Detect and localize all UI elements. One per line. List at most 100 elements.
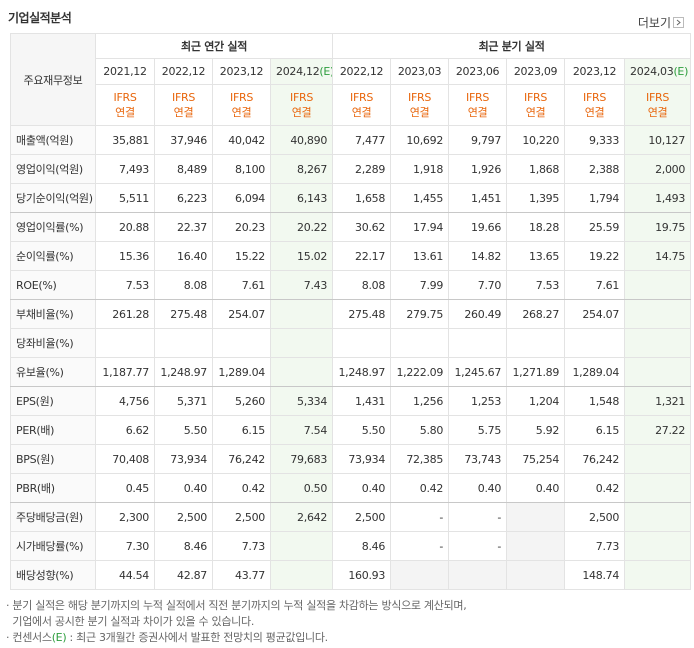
value-cell [624, 473, 692, 503]
value-cell: 148.74 [564, 560, 626, 590]
value-cell: 1,248.97 [332, 357, 392, 387]
value-cell: 0.40 [448, 473, 508, 503]
value-cell: 1,245.67 [448, 357, 508, 387]
value-cell: 1,256 [390, 386, 450, 416]
value-cell: 2,500 [154, 502, 213, 532]
row-label: 당좌비율(%) [10, 328, 96, 358]
standard: IFRS [350, 91, 374, 104]
basis: 연결 [647, 106, 668, 119]
value-cell [624, 531, 692, 561]
row-label: EPS(원) [10, 386, 96, 416]
data-row: PBR(배) 0.45 0.40 0.42 0.50 0.40 0.42 0.40 0.40 0.… [10, 473, 692, 503]
value-cell: 1,222.09 [390, 357, 450, 387]
more-link[interactable]: 더보기 [638, 14, 684, 31]
value-cell [95, 328, 155, 358]
value-cell [624, 357, 692, 387]
value-cell: 5,260 [212, 386, 271, 416]
financial-table: 주요재무정보 최근 연간 실적 최근 분기 실적 2021,12 2022,12 2023… [10, 33, 692, 590]
period: 2024,12 [276, 65, 320, 78]
value-cell: 8.46 [154, 531, 213, 561]
standard: IFRS [466, 91, 490, 104]
corner-cell: 주요재무정보 [10, 33, 96, 126]
value-cell: 16.40 [154, 241, 213, 271]
value-cell: 275.48 [332, 299, 392, 329]
value-cell [624, 299, 692, 329]
group-header: 최근 분기 실적 [332, 33, 692, 59]
data-row: 매출액(억원) 35,881 37,946 40,042 40,890 7,477 10,6… [10, 125, 692, 155]
value-cell [269, 357, 334, 387]
period-cell: 2023,12 [564, 58, 626, 85]
value-cell: 7.53 [506, 270, 566, 300]
standard-cell: IFRS 연결 [506, 84, 566, 126]
standard-cell: IFRS 연결 [564, 84, 626, 126]
value-cell: 0.40 [154, 473, 213, 503]
data-row: 당좌비율(%) [10, 328, 692, 358]
value-cell: 1,431 [332, 386, 392, 416]
standard-cell: IFRS 연결 [448, 84, 508, 126]
value-cell: 8.08 [332, 270, 392, 300]
value-cell: 6.15 [564, 415, 626, 445]
value-cell: 9,333 [564, 125, 626, 155]
value-cell [564, 328, 626, 358]
notes: · 분기 실적은 해당 분기까지의 누적 실적에서 직전 분기까지의 누적 실적… [6, 598, 467, 646]
value-cell [269, 531, 334, 561]
value-cell [269, 299, 334, 329]
value-cell: 0.42 [564, 473, 626, 503]
value-cell: 19.75 [624, 212, 692, 242]
value-cell [154, 328, 213, 358]
value-cell: 15.36 [95, 241, 155, 271]
value-cell: 1,271.89 [506, 357, 566, 387]
value-cell: 73,743 [448, 444, 508, 474]
value-cell [506, 328, 566, 358]
standard-cell: IFRS 연결 [269, 84, 334, 126]
value-cell [332, 328, 392, 358]
value-cell: 20.88 [95, 212, 155, 242]
period: 2023,12 [572, 65, 617, 78]
estimate-mark: (E) [673, 65, 689, 78]
value-cell: 42.87 [154, 560, 213, 590]
value-cell [212, 328, 271, 358]
value-cell [624, 328, 692, 358]
value-cell [269, 560, 334, 590]
section-title: 기업실적분석 [8, 11, 72, 25]
bullet: · [6, 631, 13, 644]
period-cell: 2023,12 [212, 58, 271, 85]
value-cell: 13.61 [390, 241, 450, 271]
standard: IFRS [113, 91, 137, 104]
data-row: 영업이익률(%) 20.88 22.37 20.23 20.22 30.62 17.94 19… [10, 212, 692, 242]
row-label: PBR(배) [10, 473, 96, 503]
value-cell: 2,500 [564, 502, 626, 532]
value-cell: 79,683 [269, 444, 334, 474]
data-row: 영업이익(억원) 7,493 8,489 8,100 8,267 2,289 1,918 1,… [10, 154, 692, 184]
row-label: PER(배) [10, 415, 96, 445]
row-label: ROE(%) [10, 270, 96, 300]
period-cell: 2023,09 [506, 58, 566, 85]
more-text[interactable]: 더보기 [637, 16, 671, 30]
data-row: 유보율(%) 1,187.77 1,248.97 1,289.04 1,248.97 1,… [10, 357, 692, 387]
value-cell: 15.02 [269, 241, 334, 271]
row-label: 부채비율(%) [10, 299, 96, 329]
period-cell: 2024,12(E) [269, 58, 334, 85]
period-cell: 2023,03 [390, 58, 450, 85]
data-row: 주당배당금(원) 2,300 2,500 2,500 2,642 2,500- -2,500 [10, 502, 692, 532]
value-cell: 1,926 [448, 154, 508, 184]
basis: 연결 [409, 106, 430, 119]
note: 기업에서 공시한 분기 실적과 차이가 있을 수 있습니다. [6, 614, 466, 630]
value-cell: 10,692 [390, 125, 450, 155]
data-row: EPS(원) 4,756 5,371 5,260 5,334 1,431 1,256 1,25… [10, 386, 692, 416]
value-cell: 1,493 [624, 183, 692, 213]
value-cell: 5,371 [154, 386, 213, 416]
note-mark: (E) [51, 631, 67, 644]
value-cell: 7,493 [95, 154, 155, 184]
value-cell: - [390, 502, 450, 532]
value-cell: 7.54 [269, 415, 334, 445]
value-cell: 6,223 [154, 183, 213, 213]
period: 2021,12 [103, 65, 147, 78]
value-cell: 1,395 [506, 183, 566, 213]
more-icon[interactable] [673, 17, 684, 28]
data-row: BPS(원) 70,408 73,934 76,242 79,683 73,934 72,3… [10, 444, 692, 474]
standard: IFRS [646, 91, 670, 104]
value-cell [624, 502, 692, 532]
bullet: · [6, 599, 13, 612]
period: 2024,03 [630, 65, 674, 78]
